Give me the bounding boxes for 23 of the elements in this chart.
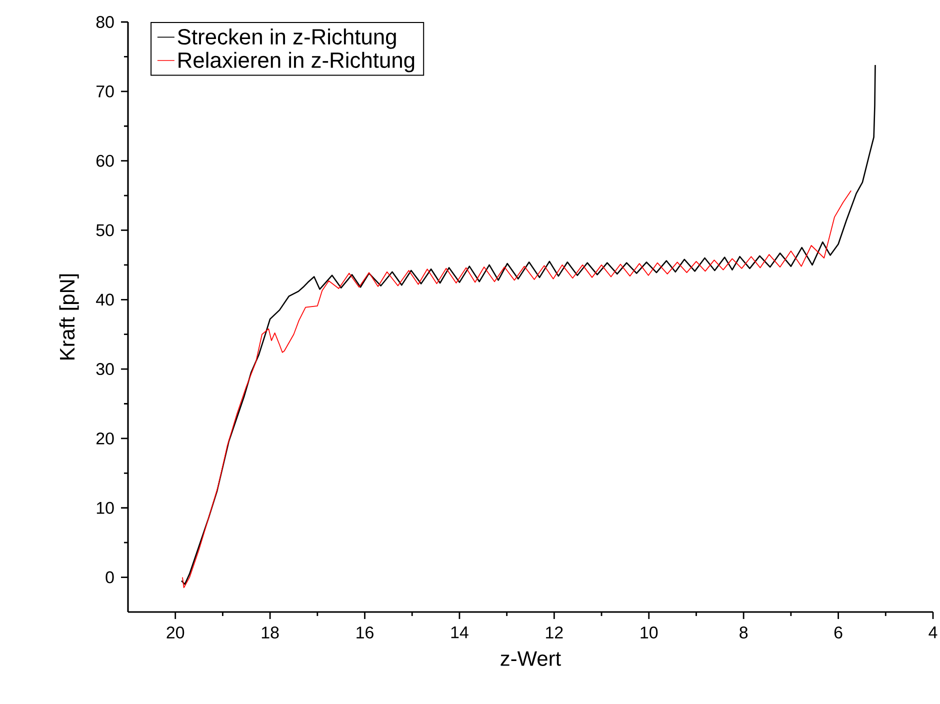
y-axis-title: Kraft [pN]: [59, 274, 79, 360]
legend-label: Strecken in z-Richtung: [178, 28, 396, 49]
x-tick-label: 18: [262, 626, 279, 639]
line-series: [182, 190, 852, 588]
x-tick-label: 14: [451, 626, 468, 638]
y-tick-label: 30: [96, 363, 114, 376]
x-tick-label: 8: [740, 626, 748, 639]
x-axis-title: z-Wert: [500, 651, 561, 666]
y-tick-label: 60: [96, 154, 114, 167]
legend-label: Relaxieren in z-Richtung: [178, 52, 414, 72]
y-tick-label: 20: [96, 432, 114, 444]
x-tick-label: 20: [166, 626, 184, 639]
y-tick-label: 50: [96, 224, 114, 236]
x-tick-label: 12: [546, 626, 563, 638]
x-tick-label: 16: [356, 626, 374, 639]
y-tick-label: 10: [96, 502, 114, 514]
y-tick-label: 40: [96, 294, 114, 306]
y-tick-label: 80: [96, 16, 114, 28]
y-tick-label: 0: [106, 571, 114, 584]
y-tick-label: 70: [96, 85, 114, 98]
x-tick-label: 10: [640, 626, 658, 639]
x-tick-label: 6: [834, 626, 842, 639]
x-tick-label: 4: [928, 626, 938, 638]
